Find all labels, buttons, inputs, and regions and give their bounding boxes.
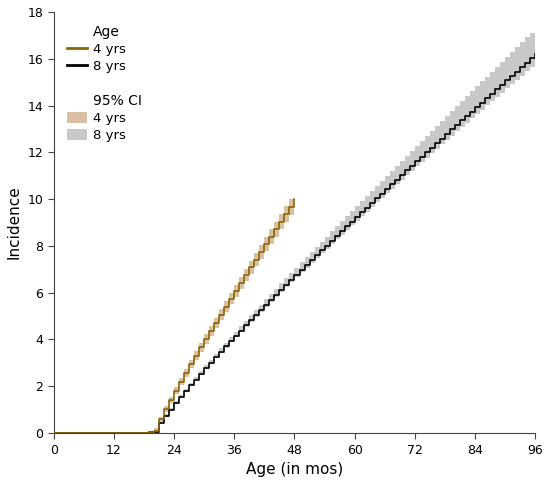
X-axis label: Age (in mos): Age (in mos): [246, 462, 343, 477]
Y-axis label: Incidence: Incidence: [7, 186, 22, 259]
Legend: Age, 4 yrs, 8 yrs, , 95% CI, 4 yrs, 8 yrs: Age, 4 yrs, 8 yrs, , 95% CI, 4 yrs, 8 yr…: [60, 18, 149, 149]
